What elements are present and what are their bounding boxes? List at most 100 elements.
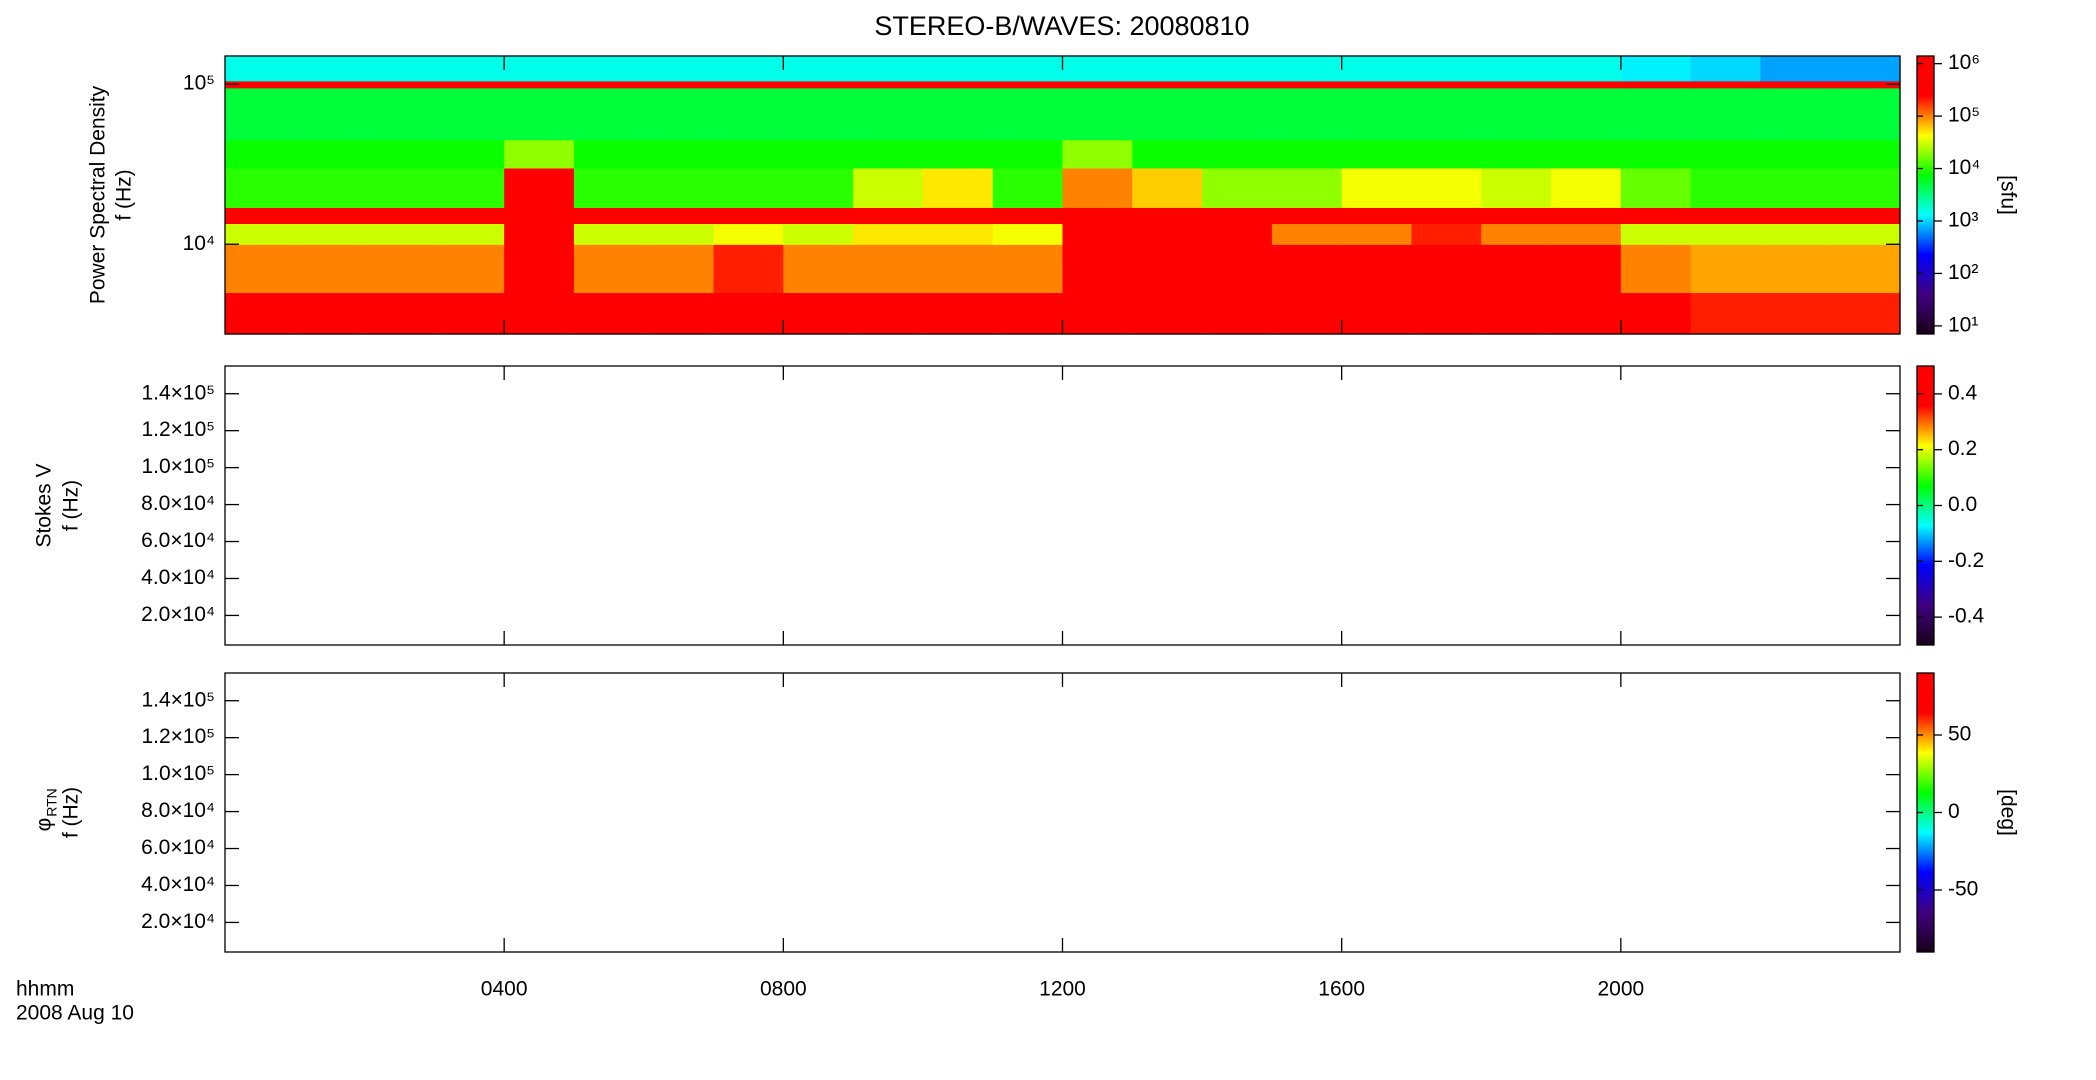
heatmap-cell [294,292,366,335]
heatmap-cell [992,292,1064,335]
heatmap-cell [922,292,994,335]
heatmap-cell [434,139,505,169]
heatmap-cell [573,167,645,208]
x-tick-label: 0400 [481,978,528,1001]
heatmap-cell [1620,244,1692,294]
heatmap-cell [1062,139,1133,169]
y-axis-label: f (Hz) [60,480,83,531]
heatmap-cell [1271,292,1343,335]
colorbar [1916,55,1935,335]
heatmap-cell [1341,167,1413,208]
heatmap-cell [1551,56,1622,82]
heatmap-cell [1760,223,1831,245]
heatmap-cell [783,87,854,141]
heatmap-cell [783,56,854,82]
heatmap-cell [922,139,994,169]
heatmap-cell [713,80,784,89]
heatmap-cell [364,223,435,245]
colorbar-tick-label: -50 [1948,878,1978,901]
heatmap-cell [1690,167,1762,208]
heatmap-cell [225,167,296,208]
heatmap-cell [1760,167,1831,208]
heatmap-cell [1830,223,1901,245]
heatmap-cell [364,139,435,169]
heatmap-cell [853,139,924,169]
heatmap-cell [1760,244,1831,294]
heatmap-cell [1760,207,1831,224]
heatmap-cell [294,80,366,89]
heatmap-cell [783,139,854,169]
heatmap-cell [1062,56,1133,82]
heatmap-cell [643,139,715,169]
colorbar-tick-label: 0.0 [1948,493,1977,516]
heatmap-cell [1132,223,1203,245]
heatmap-cell [1690,80,1762,89]
heatmap-cell [922,87,994,141]
heatmap-cell [1830,207,1901,224]
heatmap-cell [1620,87,1692,141]
heatmap-cell [643,56,715,82]
heatmap-cell [643,207,715,224]
heatmap-cell [992,56,1064,82]
heatmap-cell [294,207,366,224]
x-axis-label: 2008 Aug 10 [16,1002,134,1025]
heatmap-cell [1760,80,1831,89]
colorbar-tick-label: -0.4 [1948,605,1985,628]
heatmap-cell [783,223,854,245]
heatmap-cell [1620,223,1692,245]
heatmap-cell [1202,80,1273,89]
heatmap-cell [1830,80,1901,89]
heatmap-cell [1830,56,1901,82]
heatmap-cell [1481,292,1552,335]
heatmap-cell [853,244,924,294]
heatmap-cell [573,292,645,335]
y-tick-label: 10⁴ [183,232,215,255]
heatmap-cell [1690,244,1762,294]
heatmap-cell [1830,244,1901,294]
colorbar-tick-label: 10² [1948,261,1978,284]
heatmap-cell [573,87,645,141]
heatmap-cell [1481,167,1552,208]
heatmap-cell [992,87,1064,141]
heatmap-cell [643,87,715,141]
heatmap-cell [1760,56,1831,82]
heatmap-cell [1062,87,1133,141]
heatmap-cell [573,244,645,294]
y-tick-label: 2.0×10⁴ [141,603,215,626]
heatmap-cell [992,139,1064,169]
heatmap-cell [1202,167,1273,208]
heatmap-cell [783,167,854,208]
heatmap-cell [783,292,854,335]
heatmap-cell [1132,207,1203,224]
heatmap-cell [1481,56,1552,82]
heatmap-cell [1481,207,1552,224]
heatmap-cell [1830,87,1901,141]
heatmap-cell [1132,292,1203,335]
heatmap-cell [504,223,575,245]
heatmap-cell [225,139,296,169]
heatmap-cell [1551,87,1622,141]
heatmap-cell [1132,139,1203,169]
heatmap-cell [713,87,784,141]
colorbar-tick-label: 0 [1948,800,1960,823]
x-tick-label: 0800 [760,978,807,1001]
heatmap-cell [1830,167,1901,208]
heatmap-cell [1132,244,1203,294]
colorbar-tick-label: 10¹ [1948,313,1978,336]
heatmap-cell [1830,292,1901,335]
heatmap-cell [853,167,924,208]
heatmap-cell [1202,207,1273,224]
heatmap-cell [1760,139,1831,169]
x-tick-label: 2000 [1597,978,1644,1001]
heatmap-cell [504,167,575,208]
heatmap-cell [713,139,784,169]
heatmap-cell [504,139,575,169]
heatmap-cell [643,292,715,335]
heatmap-cell [1411,139,1482,169]
heatmap-cell [713,292,784,335]
heatmap-cell [643,223,715,245]
x-tick-label: 1600 [1318,978,1365,1001]
heatmap-cell [1690,292,1762,335]
y-tick-label: 2.0×10⁴ [141,910,215,933]
